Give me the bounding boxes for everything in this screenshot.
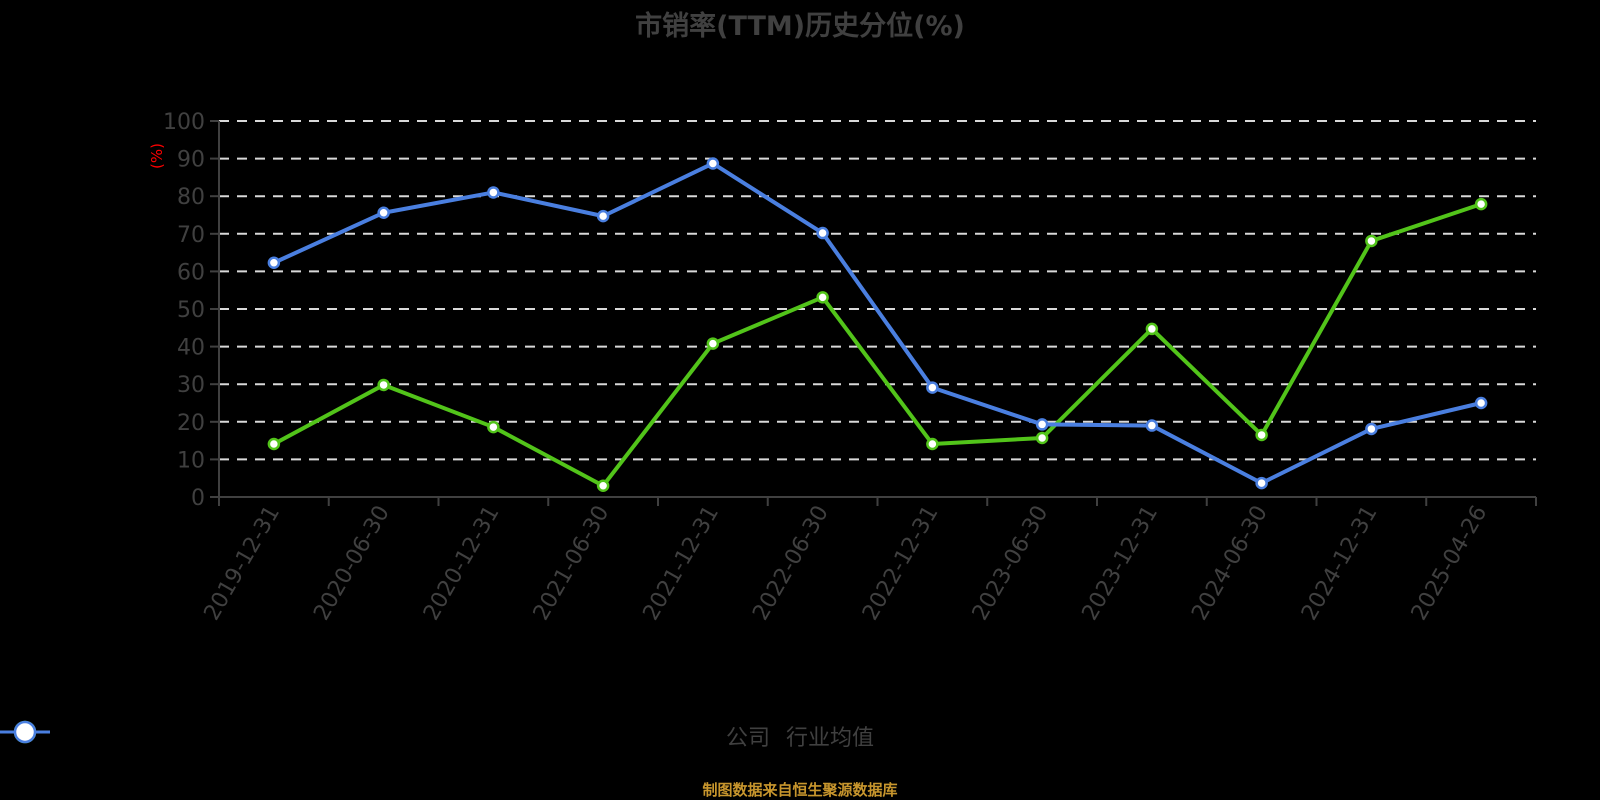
x-tick-label: 2024-06-30 xyxy=(1187,502,1273,625)
x-tick-label: 2021-06-30 xyxy=(529,502,615,625)
y-tick-label: 10 xyxy=(177,448,205,473)
data-point[interactable] xyxy=(706,157,720,170)
data-point[interactable] xyxy=(1035,431,1049,445)
data-point[interactable] xyxy=(926,437,939,451)
data-source-footer: 制图数据来自恒生聚源数据库 xyxy=(702,781,898,799)
data-point[interactable] xyxy=(267,256,281,270)
x-tick-label: 2024-12-31 xyxy=(1297,502,1383,625)
legend-marker-industry-icon xyxy=(0,720,50,744)
y-tick-label: 50 xyxy=(177,298,205,323)
y-tick-label: 30 xyxy=(177,373,205,398)
data-point[interactable] xyxy=(706,337,720,350)
data-point[interactable] xyxy=(1255,428,1268,442)
y-tick-label: 80 xyxy=(177,185,205,210)
x-tick-label: 2023-06-30 xyxy=(968,502,1054,625)
y-tick-label: 40 xyxy=(177,336,205,361)
data-point[interactable] xyxy=(816,291,829,304)
data-point[interactable] xyxy=(596,479,610,492)
x-tick-label: 2020-06-30 xyxy=(309,502,395,625)
legend-item-industry[interactable]: 行业均值 xyxy=(0,720,875,752)
data-point[interactable] xyxy=(377,378,390,392)
data-point[interactable] xyxy=(926,381,939,394)
y-tick-label: 0 xyxy=(191,486,205,511)
data-point[interactable] xyxy=(1474,197,1488,211)
data-point[interactable] xyxy=(267,437,281,451)
data-point[interactable] xyxy=(1474,396,1488,410)
data-point[interactable] xyxy=(1145,322,1159,336)
y-tick-label: 90 xyxy=(177,148,205,173)
data-point[interactable] xyxy=(1035,418,1049,431)
legend: 公司 行业均值 xyxy=(0,720,1600,752)
data-point[interactable] xyxy=(1255,476,1268,490)
data-point[interactable] xyxy=(487,420,500,434)
x-tick-label: 2025-04-26 xyxy=(1407,502,1493,625)
x-tick-label: 2022-06-30 xyxy=(748,502,834,625)
x-tick-label: 2019-12-31 xyxy=(199,502,285,625)
x-tick-label: 2022-12-31 xyxy=(858,502,944,625)
company-series-line xyxy=(272,202,1482,488)
data-point[interactable] xyxy=(377,206,390,219)
line-chart: 0 10 20 30 40 50 60 70 80 90 100 (%) 2019-12-31 2020-… xyxy=(148,110,1537,625)
x-tick-label: 2021-12-31 xyxy=(638,502,724,625)
data-point[interactable] xyxy=(1145,419,1159,432)
y-axis-unit: (%) xyxy=(148,143,166,169)
x-tick-label: 2023-12-31 xyxy=(1077,502,1163,625)
data-point[interactable] xyxy=(1365,422,1378,436)
x-tick-label: 2020-12-31 xyxy=(419,502,505,625)
chart-title: 市销率(TTM)历史分位(%) xyxy=(635,11,965,42)
data-point[interactable] xyxy=(1365,234,1378,248)
data-point[interactable] xyxy=(816,226,829,240)
y-tick-label: 100 xyxy=(163,110,205,135)
y-tick-label: 20 xyxy=(177,411,205,436)
legend-item-company[interactable]: 公司 xyxy=(0,720,770,752)
legend-label-company: 公司 xyxy=(725,726,770,751)
data-point[interactable] xyxy=(487,186,500,199)
y-tick-label: 70 xyxy=(177,223,205,248)
y-tick-label: 60 xyxy=(177,260,205,285)
data-point[interactable] xyxy=(596,209,610,223)
legend-label-industry: 行业均值 xyxy=(786,726,875,751)
industry-series-line xyxy=(273,161,1482,486)
